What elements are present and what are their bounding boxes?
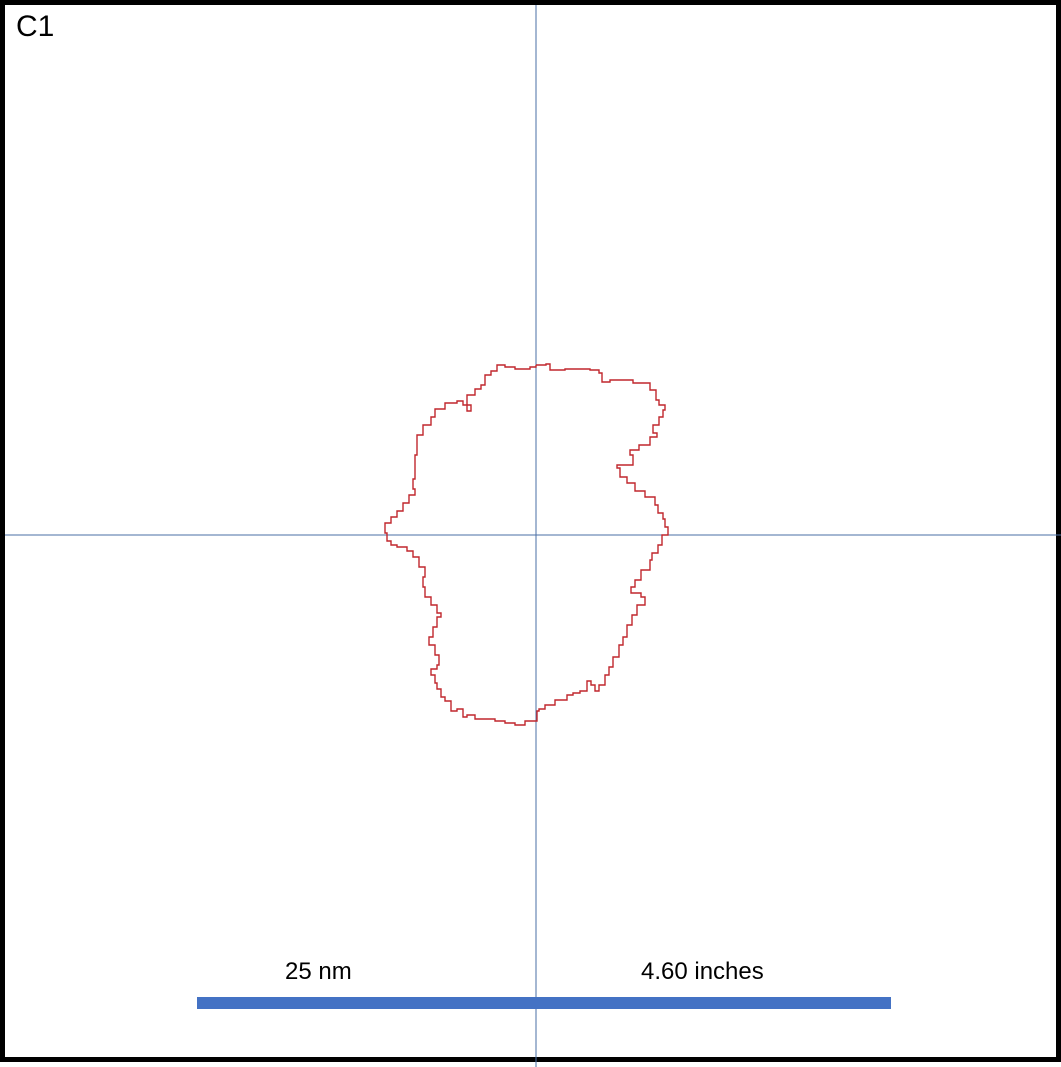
particle-outline [384,363,669,726]
scale-bar-label-nm: 25 nm [285,958,352,985]
diagram-canvas [5,5,1061,1067]
panel-label: C1 [16,10,55,43]
scale-bar [197,997,891,1009]
scale-bar-label-inches: 4.60 inches [641,958,764,985]
